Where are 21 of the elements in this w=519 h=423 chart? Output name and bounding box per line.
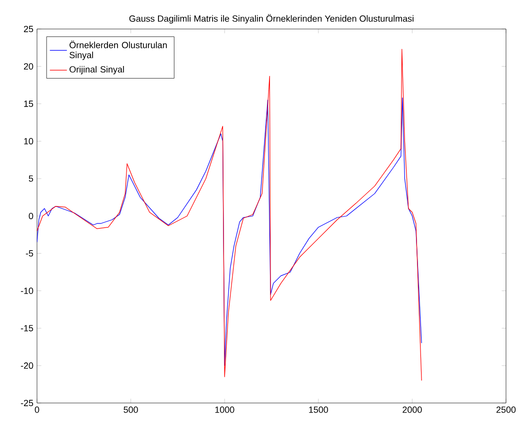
- chart-title: Gauss Dagilimli Matris ile Sinyalin Örneklerinden Yeniden Olusturulmasi: [129, 14, 414, 24]
- legend-label: Orijinal Sinyal: [70, 66, 124, 74]
- y-tick-label: -20: [20, 362, 34, 369]
- y-tick-label: 0: [28, 212, 34, 220]
- line-series: [37, 48, 422, 381]
- y-tick-label: -5: [26, 250, 34, 257]
- y-tick-label: 5: [28, 175, 34, 182]
- legend-label: Örneklerden Olusturulan Sinyal: [70, 40, 167, 60]
- y-tick-label: -25: [20, 400, 34, 406]
- x-tick-label: 500: [124, 406, 138, 413]
- x-tick-label: 1000: [215, 406, 234, 413]
- x-tick-label: 1500: [309, 406, 328, 413]
- y-tick-label: 25: [24, 26, 34, 32]
- y-tick-label: 15: [24, 100, 34, 107]
- x-tick-label: 2500: [496, 406, 516, 413]
- y-tick-label: -10: [20, 288, 34, 294]
- y-tick-label: 10: [24, 138, 34, 144]
- x-tick-label: 2000: [402, 406, 422, 413]
- x-tick-label: 0: [34, 406, 40, 413]
- y-tick-label: -15: [20, 325, 34, 332]
- y-tick-label: 20: [24, 63, 34, 70]
